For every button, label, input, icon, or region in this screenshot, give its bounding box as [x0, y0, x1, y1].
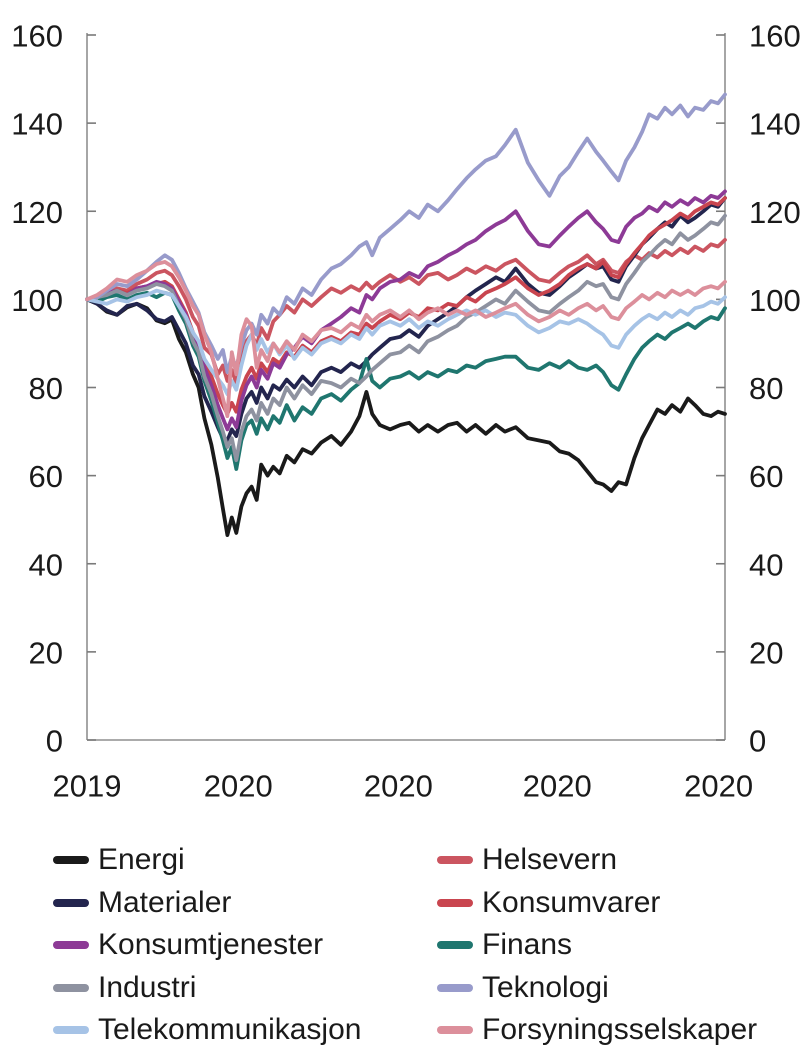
legend-item-teknologi: Teknologi	[437, 967, 783, 1010]
legend-swatch-energi	[53, 856, 89, 865]
legend-swatch-forsyningsselskaper	[437, 1026, 473, 1035]
y-axis-tick-label-left: 60	[29, 459, 63, 494]
legend-label-industri: Industri	[98, 970, 197, 1004]
y-axis-tick-label-right: 0	[749, 724, 766, 759]
chart-legend: Energi Helsevern Materialer Konsumvarer Kons…	[53, 839, 783, 1052]
legend-label-konsumtjenester: Konsumtjenester	[98, 928, 324, 962]
x-axis-tick-label: 2020	[364, 769, 433, 804]
y-axis-tick-label-right: 100	[749, 283, 800, 318]
y-axis-tick-label-left: 80	[29, 371, 63, 406]
x-axis-tick-label: 2020	[523, 769, 592, 804]
legend-label-materialer: Materialer	[98, 885, 232, 919]
y-axis-tick-label-left: 160	[11, 19, 63, 54]
x-axis-tick-label: 2020	[684, 769, 753, 804]
y-axis-tick-label-right: 20	[749, 635, 783, 670]
legend-label-konsumvarer: Konsumvarer	[482, 885, 661, 919]
y-axis-tick-label-left: 40	[29, 547, 63, 582]
legend-swatch-telekommunikasjon	[53, 1026, 89, 1035]
series-line-forsyningsselskaper	[85, 259, 727, 419]
legend-item-energi: Energi	[53, 839, 437, 882]
y-axis-tick-label-left: 20	[29, 635, 63, 670]
y-axis-tick-label-right: 120	[749, 195, 800, 230]
y-axis-tick-label-left: 0	[46, 724, 63, 759]
series-line-energi	[85, 297, 727, 537]
legend-swatch-konsumtjenester	[53, 941, 89, 950]
legend-item-telekommunikasjon: Telekommunikasjon	[53, 1009, 437, 1052]
legend-label-teknologi: Teknologi	[482, 970, 609, 1004]
legend-item-konsumvarer: Konsumvarer	[437, 882, 783, 925]
legend-label-finans: Finans	[482, 928, 573, 962]
x-axis-tick-label: 2020	[204, 769, 273, 804]
series-line-telekommunikasjon	[85, 288, 727, 397]
legend-item-forsyningsselskaper: Forsyningsselskaper	[437, 1009, 783, 1052]
y-axis-tick-label-right: 40	[749, 547, 783, 582]
legend-swatch-teknologi	[437, 983, 473, 992]
legend-swatch-materialer	[53, 898, 89, 907]
y-axis-tick-label-right: 60	[749, 459, 783, 494]
legend-label-telekommunikasjon: Telekommunikasjon	[98, 1013, 362, 1047]
legend-label-energi: Energi	[98, 843, 185, 877]
series-line-industri	[85, 213, 727, 463]
legend-label-helsevern: Helsevern	[482, 843, 618, 877]
legend-item-materialer: Materialer	[53, 882, 437, 925]
legend-label-forsyningsselskaper: Forsyningsselskaper	[482, 1013, 758, 1047]
x-axis-tick-label: 2019	[53, 769, 122, 804]
legend-swatch-konsumvarer	[437, 898, 473, 907]
y-axis-tick-label-right: 140	[749, 107, 800, 142]
y-axis-tick-label-right: 80	[749, 371, 783, 406]
legend-item-helsevern: Helsevern	[437, 839, 783, 882]
legend-swatch-industri	[53, 983, 89, 992]
legend-item-industri: Industri	[53, 967, 437, 1010]
legend-item-konsumtjenester: Konsumtjenester	[53, 924, 437, 967]
legend-swatch-finans	[437, 941, 473, 950]
legend-swatch-helsevern	[437, 856, 473, 865]
y-axis-tick-label-right: 160	[749, 19, 800, 54]
y-axis-tick-label-left: 100	[11, 283, 63, 318]
y-axis-tick-label-left: 140	[11, 107, 63, 142]
y-axis-tick-label-left: 120	[11, 195, 63, 230]
legend-item-finans: Finans	[437, 924, 783, 967]
